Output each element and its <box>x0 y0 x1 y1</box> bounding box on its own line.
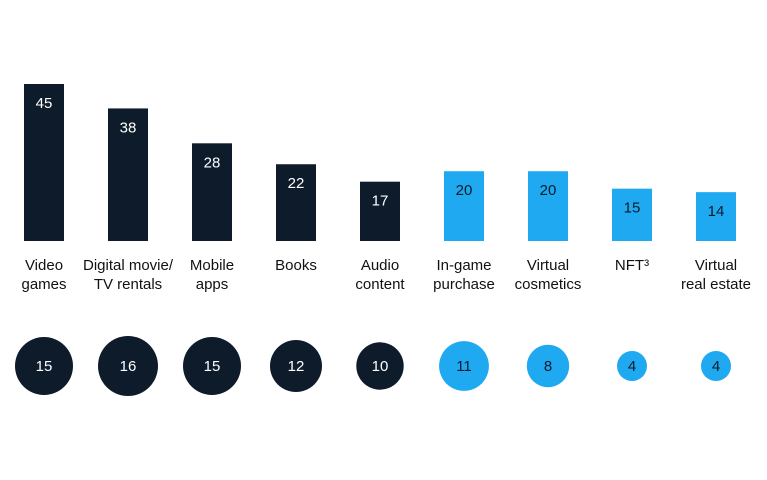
bar-value-label: 38 <box>120 119 137 136</box>
bubble <box>270 340 322 392</box>
bubble-value-label: 15 <box>204 358 221 375</box>
bubble <box>439 341 489 391</box>
category-label: Mobile apps <box>190 257 234 293</box>
bubble-value-label: 4 <box>628 358 636 375</box>
bubble <box>617 351 647 381</box>
bubble-value-label: 8 <box>544 358 552 375</box>
bubble <box>98 336 158 396</box>
bubble <box>356 342 404 390</box>
category-label: NFT³ <box>615 257 649 274</box>
bar <box>360 181 400 241</box>
bubble-value-label: 11 <box>456 358 472 375</box>
bar-value-label: 15 <box>624 200 641 217</box>
bubble <box>701 351 731 381</box>
category-labels-group: Video games Digital movie/TV rentals Mobile… <box>21 257 751 293</box>
bar <box>24 84 64 241</box>
bar <box>276 164 316 241</box>
bubble <box>15 337 73 395</box>
bubbles-group: 15 16 15 12 10 11 8 4 4 <box>15 336 731 396</box>
bubble-value-label: 12 <box>288 358 305 375</box>
bar <box>444 171 484 241</box>
bubble-value-label: 15 <box>36 358 53 375</box>
bubble-value-label: 16 <box>120 358 137 375</box>
category-label: Digital movie/TV rentals <box>83 257 174 293</box>
category-label: Audio content <box>355 257 405 293</box>
category-label: In-game purchase <box>433 257 495 293</box>
bubble-value-label: 4 <box>712 358 720 375</box>
bar <box>192 143 232 241</box>
bubble <box>183 337 241 395</box>
bar <box>108 108 148 241</box>
bar-value-label: 20 <box>540 182 557 199</box>
bar-value-label: 45 <box>36 95 53 112</box>
bar <box>696 192 736 241</box>
category-label: Virtual real estate <box>681 257 751 293</box>
bars-group: 45 38 28 22 17 20 20 15 14 <box>24 84 736 241</box>
bar-value-label: 20 <box>456 182 473 199</box>
bar <box>612 188 652 241</box>
category-label: Virtual cosmetics <box>515 257 582 293</box>
category-label: Video games <box>21 257 66 293</box>
bar <box>528 171 568 241</box>
bar-value-label: 22 <box>288 175 305 192</box>
bubble-value-label: 10 <box>372 358 389 375</box>
bar-value-label: 17 <box>372 193 389 210</box>
bubble <box>526 344 570 388</box>
bar-value-label: 28 <box>204 154 221 171</box>
bar-value-label: 14 <box>708 203 725 220</box>
category-label: Books <box>275 257 317 274</box>
